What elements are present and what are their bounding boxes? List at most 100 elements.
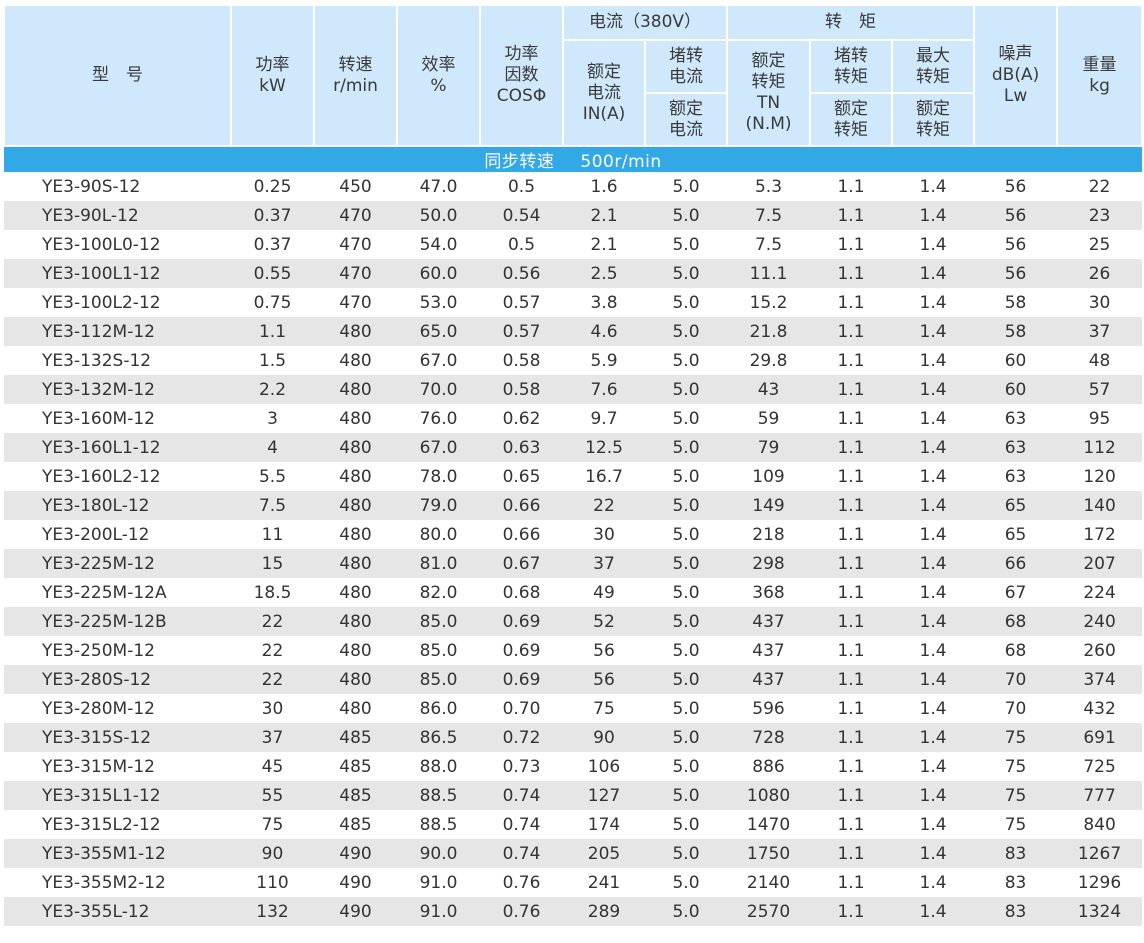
cell-power: 90 [231,839,314,868]
cell-power: 22 [261,640,284,661]
table-header: 型 号 功率 kW 转速 r/min 效率 % 功率 因数 COSΦ 电流（38… [3,4,1144,147]
header-efficiency: 效率 % [396,4,481,147]
cell-model: YE3-225M-12A [42,582,167,603]
table-row: YE3-315L1-12 55 485 88.5 0.74 127 5.0 1080 1.1 1.… [4,781,1143,810]
cell-speed: 480 [314,665,397,694]
cell-max-torque-ratio: 1.4 [892,491,975,520]
cell-model: YE3-315M-12 [42,756,155,777]
cell-power: 4 [231,433,314,462]
cell-rated-torque: 5.3 [754,176,783,197]
cell-power: 1.1 [231,317,314,346]
cell-max-torque-ratio: 1.4 [892,839,975,868]
cell-rated-torque: 59 [757,408,780,429]
cell-locked-torque-ratio: 1.1 [837,814,865,835]
table-row: YE3-280M-12 30 480 86.0 0.70 75 5.0 596 1.1 1.4 70… [4,694,1142,723]
cell-noise: 75 [974,723,1058,752]
cell-rated-current: 30 [593,524,615,545]
cell-efficiency: 65.0 [397,317,480,346]
cell-power-factor: 0.73 [502,756,541,777]
cell-model: YE3-160L1-12 [4,433,231,462]
cell-power-factor: 0.54 [480,201,563,230]
header-rated-current: 额定 电流 IN(A) [562,39,646,147]
cell-weight: 140 [1057,491,1143,520]
cell-noise: 63 [1004,466,1027,487]
cell-rated-torque: 15.2 [749,292,788,313]
cell-locked-torque-ratio: 1.1 [810,259,893,288]
cell-locked-current-ratio: 5.0 [645,201,728,230]
cell-locked-current-ratio: 5.0 [672,872,700,893]
cell-locked-current-ratio: 5.0 [645,317,728,346]
cell-speed: 485 [339,756,372,777]
cell-power: 110 [256,872,289,893]
header-locked-torque-bottom: 额定 转矩 [809,92,894,147]
cell-power: 11 [261,524,284,545]
cell-efficiency: 88.5 [419,814,458,835]
cell-weight: 120 [1083,466,1116,487]
cell-max-torque-ratio: 1.4 [892,607,975,636]
table-row: YE3-225M-12 15 480 81.0 0.67 37 5.0 298 1.1 1.4 66… [4,549,1143,578]
cell-weight: 1267 [1057,839,1143,868]
cell-max-torque-ratio: 1.4 [919,814,947,835]
cell-rated-torque: 11.1 [727,259,811,288]
cell-noise: 70 [974,665,1058,694]
cell-rated-current: 1.6 [590,176,618,197]
table-row: YE3-355M2-12 110 490 91.0 0.76 241 5.0 2140 1.1 1… [4,868,1142,897]
cell-power-factor: 0.65 [502,466,541,487]
cell-speed: 485 [314,781,397,810]
cell-model: YE3-225M-12B [4,607,231,636]
cell-max-torque-ratio: 1.4 [892,433,975,462]
cell-rated-torque: 29.8 [749,350,788,371]
cell-model: YE3-100L0-12 [42,234,161,255]
cell-speed: 470 [314,201,397,230]
cell-locked-current-ratio: 5.0 [672,408,700,429]
cell-weight: 777 [1057,781,1143,810]
cell-noise: 75 [1004,814,1027,835]
cell-noise: 56 [1004,234,1027,255]
header-current-group: 电流（380V） [561,4,729,41]
cell-locked-torque-ratio: 1.1 [810,549,893,578]
cell-model: YE3-315L1-12 [4,781,231,810]
cell-power: 0.37 [253,234,292,255]
cell-locked-torque-ratio: 1.1 [837,292,865,313]
cell-locked-torque-ratio: 1.1 [810,839,893,868]
cell-weight: 240 [1057,607,1143,636]
cell-rated-torque: 596 [752,698,785,719]
cell-efficiency: 91.0 [397,897,480,926]
cell-noise: 75 [1004,756,1027,777]
cell-rated-current: 56 [563,665,645,694]
header-model: 型 号 [3,4,232,147]
cell-weight: 26 [1057,259,1143,288]
cell-noise: 83 [1004,872,1027,893]
cell-rated-current: 75 [593,698,615,719]
cell-power: 45 [261,756,284,777]
cell-locked-torque-ratio: 1.1 [837,756,865,777]
cell-power: 0.37 [231,201,314,230]
cell-power-factor: 0.72 [480,723,563,752]
cell-locked-torque-ratio: 1.1 [810,317,893,346]
cell-efficiency: 85.0 [419,640,458,661]
cell-max-torque-ratio: 1.4 [919,350,947,371]
cell-power: 55 [231,781,314,810]
cell-rated-torque: 437 [727,665,811,694]
cell-power-factor: 0.67 [480,549,563,578]
cell-max-torque-ratio: 1.4 [892,259,975,288]
cell-speed: 480 [339,466,372,487]
cell-locked-torque-ratio: 1.1 [837,524,865,545]
cell-max-torque-ratio: 1.4 [919,292,947,313]
cell-max-torque-ratio: 1.4 [919,698,947,719]
cell-noise: 60 [1004,350,1027,371]
header-rated-torque: 额定 转矩 TN (N.M) [726,39,812,147]
cell-model: YE3-250M-12 [42,640,155,661]
cell-power-factor: 0.74 [502,814,541,835]
table-row: YE3-160M-12 3 480 76.0 0.62 9.7 5.0 59 1.1 1.4 63 9… [4,404,1142,433]
table-row: YE3-355L-12 132 490 91.0 0.76 289 5.0 2570 1.1 1.… [4,897,1143,926]
cell-power: 22 [231,607,314,636]
cell-rated-torque: 298 [727,549,811,578]
cell-noise: 65 [1004,524,1027,545]
cell-speed: 490 [314,839,397,868]
cell-locked-torque-ratio: 1.1 [810,897,893,926]
cell-model: YE3-90L-12 [4,201,231,230]
cell-power: 0.75 [253,292,292,313]
cell-locked-current-ratio: 5.0 [672,176,700,197]
cell-locked-current-ratio: 5.0 [672,582,700,603]
